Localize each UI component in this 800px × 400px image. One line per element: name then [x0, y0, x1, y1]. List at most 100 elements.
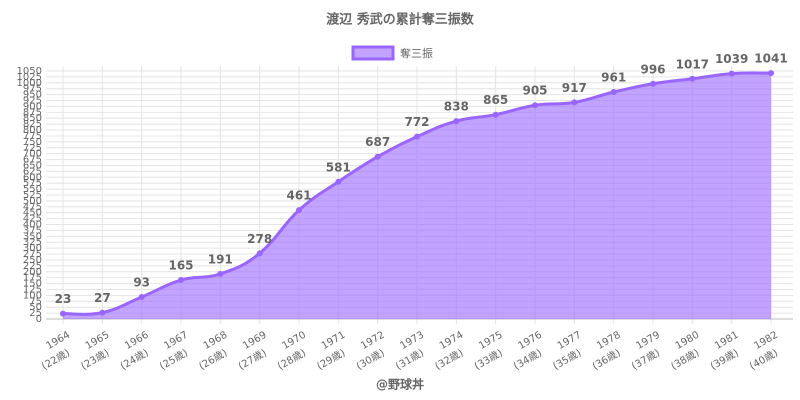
x-tick-label: 1971 [320, 330, 348, 352]
y-tick-label: 750 [23, 137, 42, 148]
y-tick-label: 225 [23, 261, 42, 272]
y-tick-label: 875 [23, 107, 42, 118]
y-tick-label: 725 [23, 143, 42, 154]
y-tick-label: 0 [36, 314, 42, 325]
y-tick-label: 625 [23, 166, 42, 177]
point [335, 178, 342, 185]
y-tick-label: 275 [23, 249, 42, 260]
x-tick-sublabel: (37歳) [630, 347, 663, 373]
y-tick-label: 375 [23, 225, 42, 236]
y-tick-label: 350 [23, 231, 42, 242]
x-tick-label: 1973 [398, 330, 426, 352]
data-label: 687 [365, 135, 390, 149]
x-tick-sublabel: (28歳) [276, 347, 309, 373]
point [99, 309, 106, 316]
y-tick-label: 650 [23, 160, 42, 171]
point [414, 133, 420, 140]
y-tick-label: 575 [23, 178, 42, 189]
point [256, 250, 263, 257]
point [178, 277, 184, 284]
data-label: 191 [208, 252, 233, 266]
y-tick-label: 500 [23, 196, 42, 207]
x-tick-sublabel: (24歳) [118, 347, 151, 373]
point [60, 310, 66, 317]
x-tick-label: 1969 [241, 330, 269, 352]
point [689, 75, 696, 82]
x-tick-sublabel: (30歳) [354, 347, 387, 373]
y-tick-label: 200 [23, 267, 42, 278]
y-tick-label: 950 [23, 90, 42, 101]
y-tick-label: 450 [23, 208, 42, 219]
x-tick-sublabel: (27歳) [236, 347, 269, 373]
point [296, 207, 302, 214]
x-tick-label: 1978 [595, 330, 623, 352]
x-tick-label: 1979 [634, 330, 662, 352]
x-tick-sublabel: (36歳) [590, 347, 623, 373]
x-tick-label: 1980 [674, 330, 702, 352]
data-label: 93 [133, 276, 150, 290]
y-tick-label: 825 [23, 119, 42, 130]
data-label: 461 [286, 189, 311, 203]
legend-swatch [351, 45, 395, 61]
point [571, 99, 578, 106]
x-tick-sublabel: (22歳) [40, 347, 73, 373]
x-tick-label: 1968 [202, 330, 230, 352]
data-label: 996 [640, 62, 665, 76]
y-tick-label: 25 [29, 308, 42, 319]
y-tick-label: 325 [23, 237, 42, 248]
legend-label: 奪三振 [400, 46, 433, 60]
point [374, 153, 381, 160]
y-tick-label: 175 [23, 273, 42, 284]
x-tick-label: 1977 [556, 330, 584, 352]
y-tick-label: 850 [23, 113, 42, 124]
y-tick-label: 1025 [17, 72, 42, 83]
x-tick-label: 1976 [516, 330, 544, 352]
point [217, 270, 224, 277]
y-tick-label: 975 [23, 84, 42, 95]
area [63, 72, 771, 319]
data-label: 772 [404, 115, 429, 129]
x-tick-sublabel: (40歳) [748, 347, 781, 373]
data-label: 917 [562, 81, 587, 95]
y-tick-label: 425 [23, 214, 42, 225]
data-label: 27 [94, 291, 111, 305]
data-label: 838 [444, 100, 469, 114]
x-tick-sublabel: (31歳) [394, 347, 427, 373]
chart-title: 渡辺 秀武の累計奪三振数 [326, 12, 475, 28]
x-tick-label: 1967 [162, 330, 190, 352]
data-label: 278 [247, 232, 272, 246]
x-tick-sublabel: (32歳) [433, 347, 466, 373]
data-label: 23 [55, 292, 72, 306]
x-tick-sublabel: (26歳) [197, 347, 230, 373]
data-label: 165 [168, 259, 193, 273]
data-label: 865 [483, 93, 508, 107]
point [453, 118, 460, 125]
data-label: 1017 [676, 57, 709, 71]
data-label: 905 [522, 84, 547, 98]
point [728, 70, 735, 77]
y-tick-label: 400 [23, 220, 42, 231]
data-label: 581 [326, 160, 351, 174]
point [610, 89, 617, 96]
y-tick-label: 150 [23, 279, 42, 290]
data-label: 1041 [754, 52, 787, 66]
point [532, 102, 538, 109]
x-tick-sublabel: (25歳) [158, 347, 191, 373]
point [138, 294, 145, 301]
y-tick-label: 75 [29, 296, 42, 307]
x-tick-label: 1972 [359, 330, 387, 352]
x-tick-sublabel: (29歳) [315, 347, 348, 373]
x-tick-label: 1970 [280, 330, 308, 352]
y-tick-label: 800 [23, 125, 42, 136]
y-tick-label: 700 [23, 149, 42, 160]
y-tick-label: 550 [23, 184, 42, 195]
data-label: 961 [601, 71, 626, 85]
point [768, 70, 774, 77]
y-tick-label: 600 [23, 172, 42, 183]
point [492, 111, 499, 118]
x-tick-label: 1966 [123, 330, 151, 352]
y-tick-label: 50 [29, 302, 42, 313]
y-tick-label: 525 [23, 190, 42, 201]
y-tick-label: 250 [23, 255, 42, 266]
